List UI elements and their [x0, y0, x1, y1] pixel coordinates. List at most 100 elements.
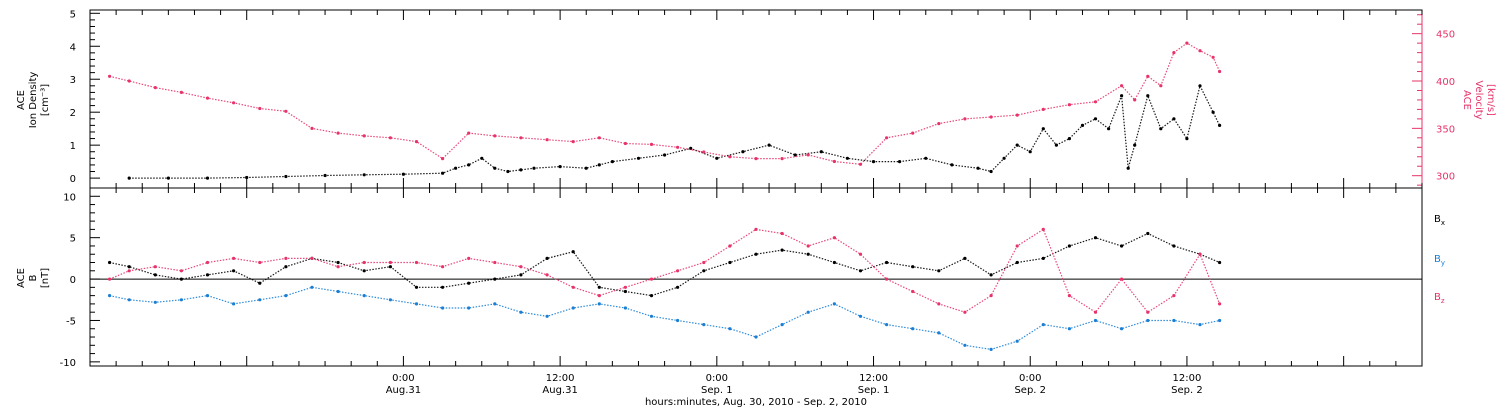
by-point	[179, 298, 183, 302]
density-point	[767, 143, 771, 147]
by-point	[728, 327, 732, 331]
velocity-point	[989, 115, 993, 119]
velocity-point	[858, 162, 863, 166]
velocity-point	[702, 150, 706, 154]
bz-point	[702, 260, 706, 265]
bx-point	[545, 256, 549, 260]
by-point	[989, 347, 993, 351]
velocity-point	[780, 157, 784, 161]
bz-point	[676, 269, 680, 273]
bz-series	[108, 227, 1222, 314]
bz-point	[911, 289, 915, 294]
bx-point	[1120, 244, 1124, 248]
bz-point	[493, 260, 497, 265]
density-point	[1211, 110, 1215, 114]
bz-point	[623, 285, 628, 289]
velocity-series	[108, 41, 1222, 166]
density-point	[205, 176, 210, 180]
velocity-point	[911, 131, 915, 135]
velocity-point	[258, 106, 262, 111]
density-point	[1080, 123, 1085, 127]
by-point	[467, 306, 471, 310]
density-point	[1218, 123, 1222, 127]
bz-point	[1041, 227, 1045, 231]
velocity-point	[1067, 103, 1071, 107]
bz-point	[284, 256, 288, 260]
bz-point	[545, 273, 549, 277]
bz-point	[885, 277, 889, 281]
bz-point	[728, 244, 732, 248]
x-tick-label-time: 0:00	[706, 373, 728, 384]
x-tick-label-date: Sep. 1	[701, 385, 733, 396]
velocity-point	[310, 126, 314, 130]
by-point	[1120, 327, 1124, 331]
density-point	[467, 163, 471, 167]
velocity-point	[754, 157, 758, 161]
density-tick-label: 5	[70, 9, 76, 20]
density-point	[362, 173, 366, 177]
velocity-point	[806, 153, 810, 157]
density-point	[166, 176, 170, 180]
density-point	[1107, 127, 1111, 131]
bx-point	[108, 260, 112, 265]
density-point	[741, 150, 745, 154]
density-point	[441, 171, 445, 175]
by-point	[1067, 327, 1071, 331]
density-tick-label: 4	[70, 42, 76, 53]
density-tick-label: 3	[70, 75, 76, 86]
by-point	[806, 310, 810, 314]
bz-point	[258, 260, 262, 265]
density-point	[1002, 156, 1006, 160]
density-ylabel-line3: [cm⁻³]	[40, 84, 51, 116]
b-y-axis: -10 -5 0 5 10	[60, 192, 1422, 369]
by-point	[493, 302, 497, 306]
x-tick-label-date: Sep. 2	[1014, 385, 1046, 396]
velocity-ylabel-line3: [km/s]	[1485, 84, 1496, 116]
bz-point	[1093, 310, 1098, 314]
by-point	[519, 310, 523, 314]
by-point	[284, 294, 288, 298]
velocity-tick-label: 400	[1436, 77, 1455, 88]
bz-point	[205, 260, 210, 265]
bz-point	[310, 256, 314, 260]
density-series	[127, 84, 1222, 180]
bz-point	[1172, 294, 1176, 298]
velocity-trace	[109, 42, 1221, 165]
bx-point	[1041, 256, 1045, 260]
density-point	[1120, 94, 1124, 98]
by-point	[780, 323, 784, 327]
bx-point	[441, 285, 445, 289]
bz-point	[597, 294, 601, 298]
x-tick-label-date: Aug.31	[542, 385, 577, 396]
density-point	[454, 166, 458, 170]
velocity-point	[127, 79, 131, 83]
velocity-point	[388, 136, 392, 140]
bz-point	[832, 236, 837, 240]
density-point	[558, 165, 562, 169]
bz-point	[153, 265, 157, 269]
velocity-point	[519, 136, 523, 140]
by-point	[232, 302, 236, 306]
velocity-point	[414, 140, 419, 144]
x-tick-label-time: 0:00	[1019, 373, 1041, 384]
by-point	[545, 314, 549, 318]
bx-point	[649, 294, 654, 298]
density-point	[1028, 150, 1032, 154]
bx-point	[1067, 244, 1071, 248]
by-point	[1172, 318, 1176, 323]
velocity-point	[362, 134, 366, 138]
velocity-point	[571, 140, 575, 144]
bx-point	[963, 256, 967, 260]
b-tick-label: 5	[70, 234, 76, 245]
top-panel-frame	[89, 9, 1423, 189]
velocity-point	[467, 131, 471, 135]
by-point	[649, 314, 654, 318]
density-point	[401, 172, 405, 176]
bz-point	[1015, 244, 1019, 248]
velocity-point	[441, 157, 445, 161]
bottom-panel-marks	[108, 227, 1222, 351]
legend-bz: Bz	[1434, 292, 1445, 305]
bz-point	[179, 269, 183, 273]
